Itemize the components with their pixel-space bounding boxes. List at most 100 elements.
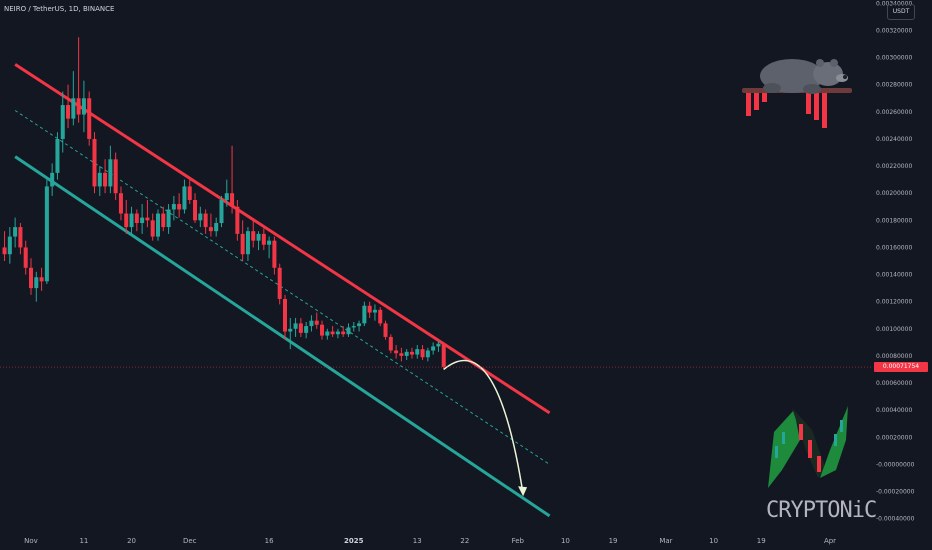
candle — [394, 345, 399, 359]
candle — [436, 341, 441, 352]
x-tick-label: 10 — [709, 537, 718, 545]
candle — [357, 320, 362, 332]
candle — [261, 228, 266, 251]
candle — [251, 220, 256, 248]
x-axis[interactable]: Nov 11 20 Dec 16 2025 13 22 Feb 10 19 Mar 10 19 Apr — [24, 537, 836, 545]
x-tick-label: Nov — [24, 537, 38, 545]
candle — [224, 179, 229, 207]
candle — [13, 217, 18, 248]
candle — [161, 206, 166, 232]
candle — [383, 320, 388, 340]
candlesticks — [2, 37, 446, 370]
candle — [245, 227, 250, 261]
candle — [314, 312, 319, 329]
y-tick-label: 0.00040000 — [876, 407, 912, 414]
candle — [87, 91, 92, 146]
candle — [177, 193, 182, 218]
candle — [55, 132, 60, 180]
candle — [362, 301, 367, 327]
candle — [198, 206, 203, 228]
candle — [404, 349, 409, 360]
candle — [129, 206, 134, 234]
candle — [325, 328, 330, 340]
y-tick-label: 0.00220000 — [876, 163, 912, 170]
candle — [388, 334, 393, 354]
y-tick-label: 0.00180000 — [876, 217, 912, 224]
candle — [60, 91, 65, 153]
candle — [76, 37, 81, 123]
x-tick-label: 11 — [79, 537, 88, 545]
y-tick-label: 0.00240000 — [876, 136, 912, 143]
candle — [171, 195, 176, 221]
x-tick-label: Dec — [183, 537, 197, 545]
candle — [18, 223, 23, 255]
x-tick-label: Mar — [659, 537, 672, 545]
candle — [420, 345, 425, 360]
x-tick-label: Feb — [512, 537, 525, 545]
trendline-mid — [14, 110, 550, 465]
x-tick-label: 19 — [757, 537, 766, 545]
candle — [145, 199, 150, 228]
x-tick-label: 16 — [265, 537, 274, 545]
y-tick-label: 0.00280000 — [876, 82, 912, 89]
candle — [372, 304, 377, 321]
y-tick-label: 0.00080000 — [876, 353, 912, 360]
candle — [293, 317, 298, 337]
y-axis[interactable]: -0.00040000 -0.00020000 -0.00000000 0.00020… — [876, 0, 915, 522]
candle — [50, 163, 55, 196]
x-tick-label: 20 — [127, 537, 136, 545]
candle — [193, 193, 198, 224]
y-tick-label: 0.00200000 — [876, 190, 912, 197]
candle — [282, 294, 287, 340]
y-tick-label: 0.00300000 — [876, 55, 912, 62]
y-tick-label: 0.00020000 — [876, 434, 912, 441]
candle — [150, 213, 155, 241]
candle — [7, 227, 12, 264]
candle — [298, 317, 303, 337]
candle — [34, 271, 39, 302]
candle — [44, 179, 49, 285]
candle — [367, 301, 372, 318]
candle — [330, 326, 335, 337]
candle — [71, 71, 76, 126]
x-tick-label: 10 — [561, 537, 570, 545]
candle — [214, 217, 219, 237]
y-tick-label: 0.00320000 — [876, 27, 912, 34]
candle — [81, 80, 86, 133]
candle — [409, 347, 414, 359]
candle — [346, 323, 351, 337]
candle — [441, 342, 446, 370]
trendlines — [14, 63, 551, 518]
symbol-title: NEIRO / TetherUS, 1D, BINANCE — [4, 5, 115, 13]
y-tick-label: 0.00260000 — [876, 109, 912, 116]
y-tick-label: 0.00060000 — [876, 380, 912, 387]
candle — [92, 132, 97, 194]
trendline-upper — [14, 63, 551, 415]
currency-button[interactable]: USDT — [887, 4, 915, 20]
candle — [415, 345, 420, 359]
candle — [208, 213, 213, 237]
y-tick-label: -0.00020000 — [876, 489, 915, 496]
candle — [235, 199, 240, 241]
candle — [28, 258, 34, 295]
y-tick-label: 0.00120000 — [876, 299, 912, 306]
candle — [203, 209, 208, 234]
candle — [272, 236, 277, 275]
candle — [113, 152, 118, 200]
bear-sticker — [742, 59, 852, 128]
candle — [23, 240, 28, 275]
candle — [431, 342, 436, 355]
candle — [108, 145, 113, 194]
x-tick-label: 22 — [460, 537, 469, 545]
candle — [182, 179, 187, 214]
candle — [309, 315, 314, 332]
candle — [240, 220, 245, 261]
candle — [351, 322, 356, 332]
current-price-label: 0.00071754 — [874, 362, 928, 373]
x-tick-label: Apr — [824, 537, 836, 545]
trendline-lower — [14, 155, 551, 518]
candle — [166, 204, 171, 234]
candle — [39, 267, 44, 291]
candle — [267, 236, 272, 259]
